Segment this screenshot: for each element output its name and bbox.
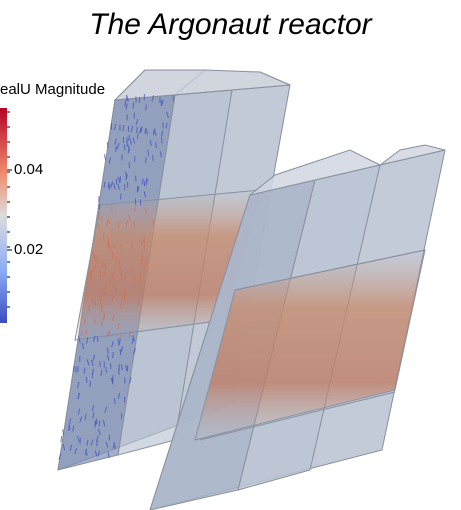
arrow — [120, 193, 121, 199]
arrow — [108, 182, 109, 188]
arrow — [107, 220, 108, 226]
arrow — [118, 222, 119, 228]
arrow — [73, 366, 74, 372]
colorbar-tick-label: 0.04 — [14, 161, 43, 178]
arrow — [133, 103, 134, 109]
arrow — [116, 146, 117, 152]
arrow — [156, 142, 157, 148]
arrow — [104, 182, 105, 188]
arrow — [116, 178, 117, 184]
arrow — [132, 242, 133, 248]
arrow — [100, 271, 101, 277]
visualization: ealU Magnitude 0.04 0.02 — [0, 0, 461, 510]
arrow — [86, 377, 87, 383]
arrow — [120, 264, 121, 270]
arrow — [140, 274, 141, 280]
arrow — [84, 368, 85, 374]
arrow — [104, 154, 105, 160]
arrow — [161, 137, 162, 143]
colorbar — [0, 108, 7, 323]
arrow — [78, 393, 79, 399]
arrow — [124, 144, 125, 150]
arrow — [103, 234, 104, 240]
arrow — [144, 180, 145, 186]
colorbar-tick-label: 0.02 — [14, 241, 43, 258]
arrow — [61, 436, 62, 442]
colorbar-label: ealU Magnitude — [0, 81, 105, 98]
page: The Argonaut reactor ealU Magnitude — [0, 0, 461, 510]
